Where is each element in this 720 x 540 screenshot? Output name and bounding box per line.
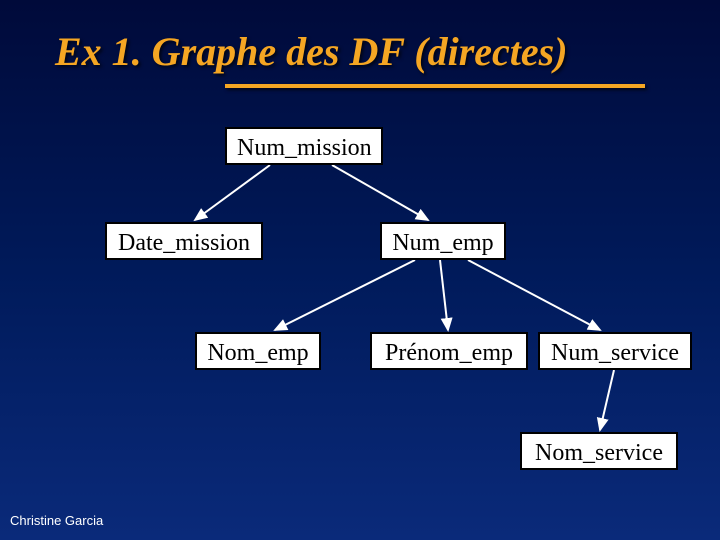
edge-num_emp-num_service: [468, 260, 600, 330]
node-num_mission: Num_mission: [225, 127, 383, 165]
edge-num_emp-prenom_emp: [440, 260, 448, 330]
node-num_emp: Num_emp: [380, 222, 506, 260]
node-nom_service: Nom_service: [520, 432, 678, 470]
node-num_service: Num_service: [538, 332, 692, 370]
node-nom_emp: Nom_emp: [195, 332, 321, 370]
footer-author: Christine Garcia: [10, 513, 103, 528]
node-date_mission: Date_mission: [105, 222, 263, 260]
title-underline: [225, 84, 645, 88]
edge-num_mission-date_mission: [195, 165, 270, 220]
edge-num_emp-nom_emp: [275, 260, 415, 330]
edge-num_service-nom_service: [600, 370, 614, 430]
page-title: Ex 1. Graphe des DF (directes): [55, 28, 568, 75]
node-prenom_emp: Prénom_emp: [370, 332, 528, 370]
edge-num_mission-num_emp: [332, 165, 428, 220]
